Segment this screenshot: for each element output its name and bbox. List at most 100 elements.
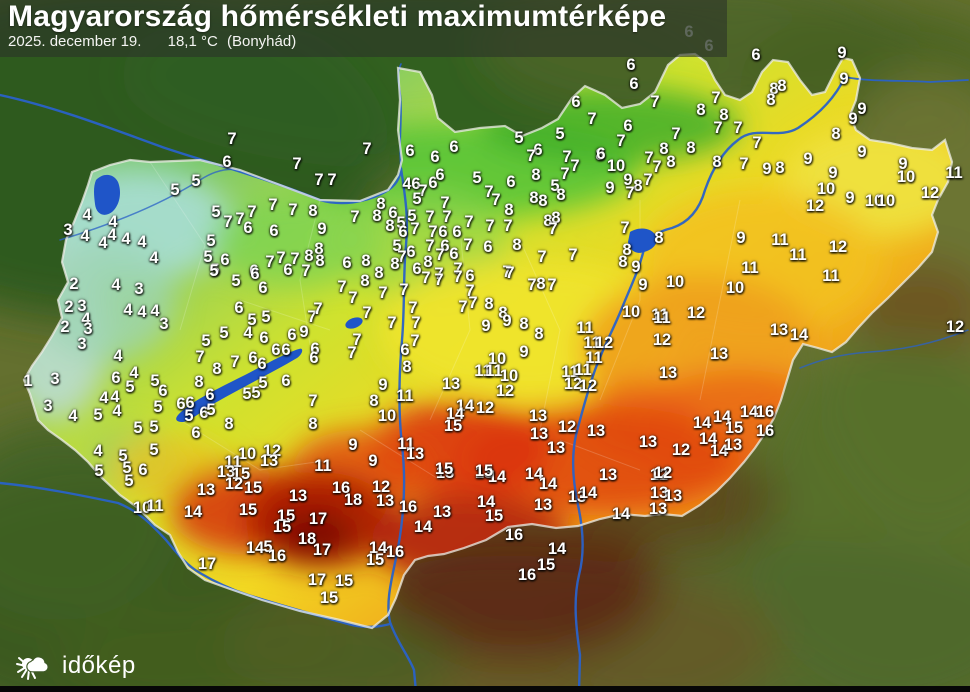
temperature-label: 9 [348, 435, 358, 454]
temperature-label: 9 [605, 178, 615, 197]
temperature-label: 4 [110, 387, 120, 406]
temperature-label: 5 [555, 124, 565, 143]
temperature-label: 7 [268, 195, 278, 214]
temperature-label: 5 [412, 189, 422, 208]
temperature-label: 6 [411, 174, 421, 193]
temperature-label: 6 [281, 340, 291, 359]
temperature-label: 13 [216, 462, 236, 481]
temperature-label: 4 [129, 363, 139, 382]
temperature-label: 4 [113, 346, 123, 365]
temperature-label: 8 [224, 414, 234, 433]
temperature-label: 7 [337, 277, 347, 296]
temperature-label: 7 [276, 248, 286, 267]
temperature-label: 3 [134, 279, 144, 298]
temperature-label: 11 [576, 318, 594, 337]
temperature-label: 8 [775, 158, 785, 177]
temperature-label: 7 [418, 181, 428, 200]
temperature-label: 9 [317, 219, 327, 238]
temperature-label: 2 [69, 274, 79, 293]
temperature-label: 6 [281, 371, 291, 390]
max-temperature-station: (Bonyhád) [226, 33, 297, 51]
temperature-label: 9 [299, 322, 309, 341]
temperature-label: 9 [481, 316, 491, 335]
temperature-label: 6 [234, 298, 244, 317]
temperature-label: 15 [443, 416, 463, 435]
temperature-label: 8 [543, 211, 553, 230]
temperature-label: 10 [621, 302, 641, 321]
subtitle: 2025. december 19. 18,1 °C (Bonyhád) [8, 33, 717, 50]
temperature-label: 8 [498, 303, 508, 322]
temperature-label: 8 [666, 152, 676, 171]
temperature-label: 4 [150, 301, 160, 320]
temperature-label: 14 [698, 429, 718, 448]
temperature-label: 14 [183, 502, 203, 521]
temperature-label: 12 [653, 463, 673, 482]
temperature-label: 6 [629, 74, 639, 93]
temperature-label: 14 [445, 404, 465, 423]
temperature-label: 15 [276, 506, 296, 525]
temperature-label: 11 [789, 245, 807, 264]
temperature-label: 8 [385, 216, 395, 235]
temperature-label: 5 [94, 461, 104, 480]
river-tisza [571, 75, 847, 692]
temperature-label: 12 [828, 237, 848, 256]
temperature-label: 7 [410, 331, 420, 350]
temperature-label: 6 [406, 242, 416, 261]
temperature-label: 8 [551, 208, 561, 227]
temperature-label: 7 [625, 183, 635, 202]
temperature-label: 5 [122, 458, 132, 477]
temperature-label: 7 [527, 275, 537, 294]
temperature-label: 6 [185, 393, 195, 412]
temperature-label: 5 [550, 176, 560, 195]
temperature-label: 16 [267, 546, 287, 565]
temperature-label: 11 [314, 456, 332, 475]
temperature-label: 6 [259, 328, 269, 347]
temperature-label: 14 [245, 538, 265, 557]
max-temperature-value: 18,1 °C [167, 33, 218, 51]
temperature-label: 5 [125, 377, 135, 396]
temperature-label: 13 [528, 406, 548, 425]
temperature-label: 13 [529, 424, 549, 443]
temperature-label: 7 [442, 207, 452, 226]
temperature-label: 7 [526, 146, 536, 165]
temperature-label: 13 [432, 502, 452, 521]
temperature-label: 7 [548, 219, 558, 238]
temperature-label: 8 [376, 194, 386, 213]
temperature-label: 15 [231, 464, 251, 483]
temperature-label: 7 [568, 245, 578, 264]
temperature-label: 10 [864, 191, 884, 210]
idokep-logo: időkép [13, 651, 136, 681]
temperature-label: 5 [407, 206, 417, 225]
temperature-label: 7 [453, 267, 463, 286]
temperature-label: 11 [561, 362, 579, 381]
temperature-label: 3 [43, 396, 53, 415]
temperature-label: 7 [434, 264, 444, 283]
temperature-label: 5 [149, 440, 159, 459]
temperature-label: 13 [769, 320, 789, 339]
temperature-label: 6 [440, 236, 450, 255]
temperature-label: 5 [392, 236, 402, 255]
temperature-label: 8 [712, 152, 722, 171]
temperature-label: 12 [649, 465, 669, 484]
temperature-label: 10 [606, 156, 626, 175]
temperature-label: 15 [536, 555, 556, 574]
temperature-label: 9 [848, 109, 858, 128]
temperature-label: 8 [519, 314, 529, 333]
temperature-label: 8 [361, 251, 371, 270]
temperature-label: 11 [771, 230, 789, 249]
temperature-label: 14 [455, 396, 475, 415]
temperature-label: 9 [828, 163, 838, 182]
temperature-label: 6 [249, 261, 259, 280]
temperature-label: 3 [50, 369, 60, 388]
temperature-label: 6 [258, 278, 268, 297]
temperature-label: 11 [653, 308, 671, 327]
temperature-label: 11 [146, 496, 164, 515]
temperature-label: 8 [423, 252, 433, 271]
temperature-label: 11 [474, 361, 492, 380]
temperature-label: 12 [557, 417, 577, 436]
temperature-label: 13 [663, 486, 683, 505]
temperature-label: 14 [547, 539, 567, 558]
temperature-label: 11 [583, 333, 601, 352]
temperature-label: 13 [405, 444, 425, 463]
temperature-label: 5 [219, 323, 229, 342]
